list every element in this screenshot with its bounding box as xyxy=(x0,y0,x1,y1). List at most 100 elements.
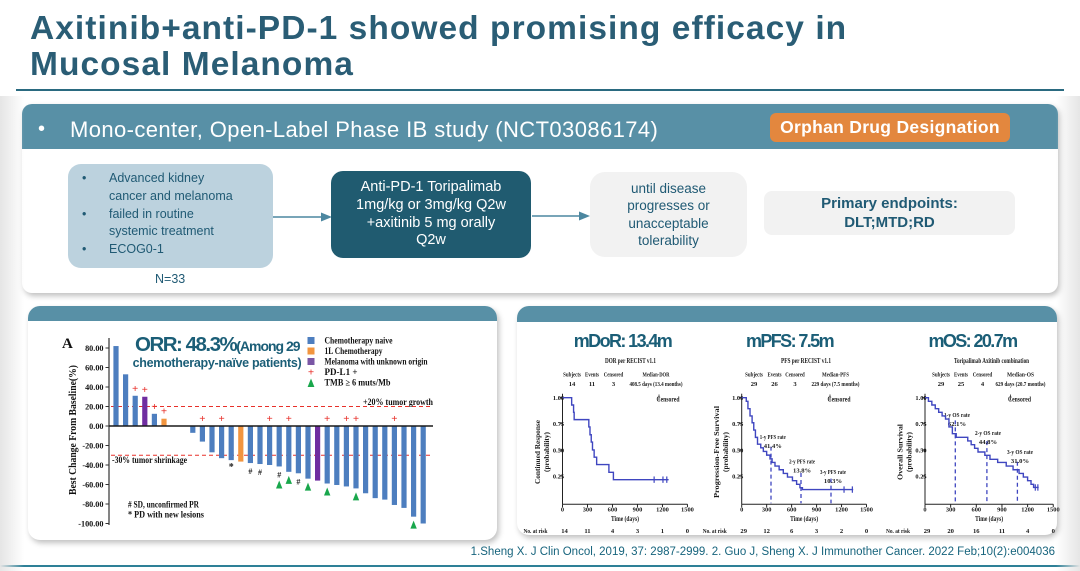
svg-text:Progression-Free Survival: Progression-Free Survival xyxy=(712,406,721,498)
svg-text:Median-DOR: Median-DOR xyxy=(643,372,670,379)
svg-text:-60.00: -60.00 xyxy=(82,480,103,489)
svg-text:40.00: 40.00 xyxy=(85,383,103,392)
svg-text:+: + xyxy=(218,413,224,425)
svg-text:1.00: 1.00 xyxy=(732,395,743,402)
svg-text:600: 600 xyxy=(972,507,982,514)
svg-text:TMB ≥ 6 muts/Mb: TMB ≥ 6 muts/Mb xyxy=(325,378,391,388)
svg-text:DOR per RECIST v1.1: DOR per RECIST v1.1 xyxy=(605,357,656,365)
svg-text:1500: 1500 xyxy=(681,507,694,514)
svg-text:16: 16 xyxy=(973,528,980,535)
svg-text:Overall Survival: Overall Survival xyxy=(896,424,905,480)
svg-text:80.00: 80.00 xyxy=(85,344,103,353)
svg-text:20.00: 20.00 xyxy=(85,402,103,411)
svg-text:1: 1 xyxy=(661,528,664,535)
svg-text:+: + xyxy=(286,413,292,425)
svg-text:A: A xyxy=(62,336,73,352)
svg-text:Time (days): Time (days) xyxy=(790,515,819,523)
svg-text:Censored: Censored xyxy=(973,372,993,379)
svg-text:0.25: 0.25 xyxy=(553,473,564,480)
svg-text:300: 300 xyxy=(583,507,593,514)
svg-text:41.4%: 41.4% xyxy=(764,443,782,450)
svg-text:29: 29 xyxy=(924,528,931,535)
svg-text:31.0%: 31.0% xyxy=(1011,458,1029,465)
svg-text:-20.00: -20.00 xyxy=(82,441,103,450)
svg-text:4: 4 xyxy=(981,381,985,388)
svg-text:Events: Events xyxy=(954,372,968,379)
svg-text:2: 2 xyxy=(840,528,844,535)
svg-text:-30% tumor shrinkage: -30% tumor shrinkage xyxy=(112,456,187,466)
svg-text:1200: 1200 xyxy=(835,507,848,514)
svg-text:3: 3 xyxy=(815,528,819,535)
svg-text:Censored: Censored xyxy=(604,372,624,379)
svg-text:3: 3 xyxy=(793,381,797,388)
svg-text:Melanoma with unknown origin: Melanoma with unknown origin xyxy=(325,357,428,367)
svg-text:1L Chemotherapy: 1L Chemotherapy xyxy=(325,346,383,356)
svg-text:4: 4 xyxy=(1026,528,1030,535)
svg-text:0: 0 xyxy=(1052,528,1056,535)
svg-text:Time (days): Time (days) xyxy=(975,515,1004,523)
svg-text:25: 25 xyxy=(958,381,965,388)
svg-text:0.50: 0.50 xyxy=(915,447,926,454)
svg-text:#: # xyxy=(277,470,281,479)
svg-text:-100.00: -100.00 xyxy=(78,519,103,528)
svg-text:0: 0 xyxy=(865,528,869,535)
svg-text:No. at risk: No. at risk xyxy=(886,528,910,535)
svg-text:0: 0 xyxy=(740,507,743,514)
svg-text:11: 11 xyxy=(584,528,590,535)
svg-text:229 days (7.5 months): 229 days (7.5 months) xyxy=(812,381,860,388)
svg-text:+: + xyxy=(343,413,349,425)
svg-text:62.1%: 62.1% xyxy=(948,421,966,428)
svg-text:-40.00: -40.00 xyxy=(82,461,103,470)
svg-text:44.8%: 44.8% xyxy=(979,439,997,446)
svg-text:PD-L1 +: PD-L1 + xyxy=(325,367,358,377)
svg-text:14: 14 xyxy=(561,528,568,535)
svg-text:#: # xyxy=(248,467,252,476)
svg-text:300: 300 xyxy=(762,507,772,514)
svg-text:1200: 1200 xyxy=(1021,507,1034,514)
svg-text:#: # xyxy=(258,468,262,477)
svg-text:1.00: 1.00 xyxy=(915,395,926,402)
svg-text:(probability): (probability) xyxy=(542,431,551,472)
svg-text:20: 20 xyxy=(947,528,954,535)
svg-text:29: 29 xyxy=(938,381,945,388)
svg-text:Subjects: Subjects xyxy=(932,372,950,379)
svg-text:11: 11 xyxy=(999,528,1005,535)
svg-text:1-y PFS rate: 1-y PFS rate xyxy=(760,434,786,441)
svg-text:900: 900 xyxy=(812,507,822,514)
svg-text:+: + xyxy=(161,406,167,418)
svg-text:PFS per RECIST v1.1: PFS per RECIST v1.1 xyxy=(781,357,831,365)
svg-text:No. at risk: No. at risk xyxy=(524,528,548,535)
svg-text:1-y OS rate: 1-y OS rate xyxy=(944,412,970,419)
svg-text:+: + xyxy=(324,413,330,425)
svg-text:1.00: 1.00 xyxy=(553,395,564,402)
svg-text:6: 6 xyxy=(790,528,794,535)
svg-text:1500: 1500 xyxy=(860,507,873,514)
svg-text:11: 11 xyxy=(589,381,595,388)
svg-text:Chemotherapy naive: Chemotherapy naive xyxy=(325,336,393,346)
svg-text:13.8%: 13.8% xyxy=(793,468,811,475)
svg-text:Events: Events xyxy=(768,372,782,379)
svg-text:Time (days): Time (days) xyxy=(611,515,640,523)
svg-text:0.75: 0.75 xyxy=(915,421,926,428)
svg-text:Censored: Censored xyxy=(1008,396,1031,404)
svg-text:2-y OS rate: 2-y OS rate xyxy=(975,430,1001,437)
svg-text:+: + xyxy=(266,413,272,425)
svg-text:+20% tumor growth: +20% tumor growth xyxy=(363,398,434,408)
svg-text:600: 600 xyxy=(608,507,618,514)
svg-text:+: + xyxy=(353,413,359,425)
svg-text:4: 4 xyxy=(611,528,615,535)
svg-text:26: 26 xyxy=(771,381,778,388)
svg-text:Events: Events xyxy=(585,372,599,379)
svg-text:0.50: 0.50 xyxy=(732,447,743,454)
svg-text:+: + xyxy=(199,413,205,425)
svg-text:1500: 1500 xyxy=(1047,507,1060,514)
svg-text:+: + xyxy=(132,383,138,395)
svg-text:0.75: 0.75 xyxy=(553,421,564,428)
svg-text:3: 3 xyxy=(636,528,640,535)
svg-text:Median-PFS: Median-PFS xyxy=(822,372,849,379)
svg-text:Censored: Censored xyxy=(785,372,805,379)
svg-text:3-y OS rate: 3-y OS rate xyxy=(1007,449,1033,456)
svg-text:0.25: 0.25 xyxy=(915,473,926,480)
svg-text:3-y PFS rate: 3-y PFS rate xyxy=(820,469,846,476)
svg-text:60.00: 60.00 xyxy=(85,363,103,372)
